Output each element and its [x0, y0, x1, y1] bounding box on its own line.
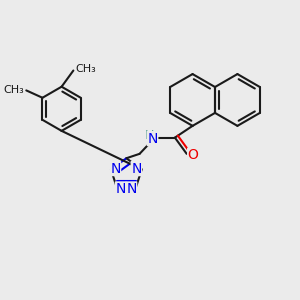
Text: CH₃: CH₃	[76, 64, 97, 74]
Text: O: O	[188, 148, 199, 162]
Text: CH₃: CH₃	[3, 85, 24, 95]
Text: N: N	[147, 131, 158, 146]
Text: N: N	[126, 182, 136, 196]
Text: N: N	[110, 161, 121, 176]
Text: N: N	[131, 161, 142, 176]
Text: H: H	[145, 129, 154, 142]
Text: N: N	[116, 182, 126, 196]
